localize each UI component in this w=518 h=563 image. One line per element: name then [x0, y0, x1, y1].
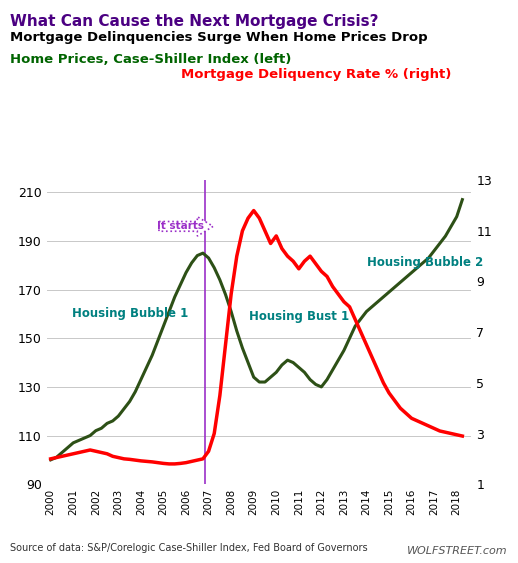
Text: WOLFSTREET.com: WOLFSTREET.com — [407, 546, 508, 556]
Text: Mortgage Deliquency Rate % (right): Mortgage Deliquency Rate % (right) — [181, 68, 452, 81]
Text: Home Prices, Case-Shiller Index (left): Home Prices, Case-Shiller Index (left) — [10, 53, 292, 66]
Text: Source of data: S&P/Corelogic Case-Shiller Index, Fed Board of Governors: Source of data: S&P/Corelogic Case-Shill… — [10, 543, 368, 553]
Text: What Can Cause the Next Mortgage Crisis?: What Can Cause the Next Mortgage Crisis? — [10, 14, 379, 29]
Text: It starts: It starts — [157, 221, 204, 231]
Text: Mortgage Delinquencies Surge When Home Prices Drop: Mortgage Delinquencies Surge When Home P… — [10, 31, 428, 44]
Text: Housing Bubble 1: Housing Bubble 1 — [71, 307, 188, 320]
Text: Housing Bust 1: Housing Bust 1 — [249, 310, 349, 323]
Text: Housing Bubble 2: Housing Bubble 2 — [367, 256, 483, 269]
Polygon shape — [159, 217, 213, 236]
